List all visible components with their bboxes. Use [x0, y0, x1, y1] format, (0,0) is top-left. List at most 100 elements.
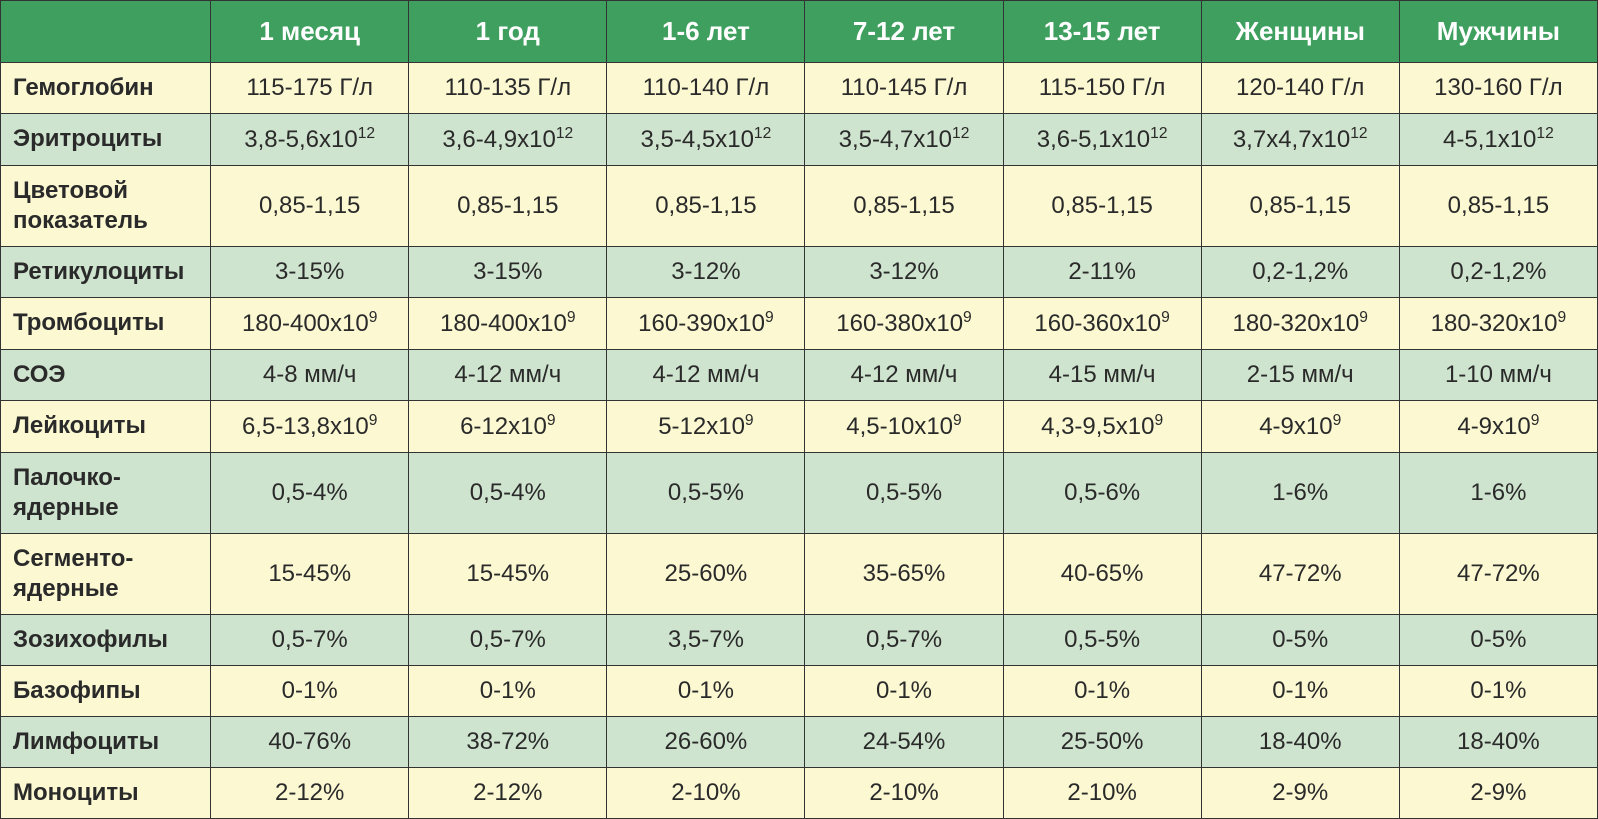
table-row: Сегменто-ядерные15-45%15-45%25-60%35-65%…	[1, 533, 1598, 614]
cell-value: 2-15 мм/ч	[1201, 349, 1399, 400]
cell-value: 2-10%	[607, 767, 805, 818]
cell-value: 47-72%	[1399, 533, 1597, 614]
header-col-5: 13-15 лет	[1003, 1, 1201, 63]
header-col-4: 7-12 лет	[805, 1, 1003, 63]
header-col-1: 1 месяц	[211, 1, 409, 63]
table-row: Эритроциты3,8-5,6x10123,6-4,9x1012 3,5-4,…	[1, 113, 1598, 165]
cell-value: 0,85-1,15	[1201, 165, 1399, 246]
row-label: Цветовой показатель	[1, 165, 211, 246]
cell-value: 0,85-1,15	[607, 165, 805, 246]
cell-value: 25-60%	[607, 533, 805, 614]
cell-value: 160-380x109	[805, 297, 1003, 349]
table-row: Зозихофилы0,5-7%0,5-7%3,5-7%0,5-7%0,5-5%…	[1, 614, 1598, 665]
cell-value: 3-15%	[409, 246, 607, 297]
cell-value: 4,5-10x109	[805, 400, 1003, 452]
row-label: Эритроциты	[1, 113, 211, 165]
cell-value: 15-45%	[211, 533, 409, 614]
cell-value: 3,5-4,7x1012	[805, 113, 1003, 165]
cell-value: 1-6%	[1201, 452, 1399, 533]
row-label: Сегменто-ядерные	[1, 533, 211, 614]
cell-value: 2-10%	[1003, 767, 1201, 818]
header-row: 1 месяц 1 год 1-6 лет 7-12 лет 13-15 лет…	[1, 1, 1598, 63]
cell-value: 3,6-4,9x1012	[409, 113, 607, 165]
table-row: Цветовой показатель0,85-1,150,85-1,150,8…	[1, 165, 1598, 246]
row-label: Лимфоциты	[1, 716, 211, 767]
cell-value: 4-12 мм/ч	[607, 349, 805, 400]
cell-value: 2-9%	[1399, 767, 1597, 818]
cell-value: 0-1%	[211, 665, 409, 716]
cell-value: 5-12x109	[607, 400, 805, 452]
cell-value: 3-12%	[607, 246, 805, 297]
cell-value: 0,85-1,15	[1003, 165, 1201, 246]
cell-value: 0-1%	[1201, 665, 1399, 716]
cell-value: 0,5-6%	[1003, 452, 1201, 533]
cell-value: 4-15 мм/ч	[1003, 349, 1201, 400]
cell-value: 120-140 Г/л	[1201, 62, 1399, 113]
cell-value: 3-12%	[805, 246, 1003, 297]
cell-value: 0,85-1,15	[1399, 165, 1597, 246]
cell-value: 15-45%	[409, 533, 607, 614]
cell-value: 0,5-4%	[211, 452, 409, 533]
cell-value: 0-5%	[1201, 614, 1399, 665]
cell-value: 1-6%	[1399, 452, 1597, 533]
header-col-6: Женщины	[1201, 1, 1399, 63]
cell-value: 2-12%	[211, 767, 409, 818]
blood-values-table: 1 месяц 1 год 1-6 лет 7-12 лет 13-15 лет…	[0, 0, 1598, 819]
table-row: Палочко-ядерные0,5-4%0,5-4%0,5-5%0,5-5%0…	[1, 452, 1598, 533]
cell-value: 180-320x109	[1201, 297, 1399, 349]
cell-value: 0,5-7%	[805, 614, 1003, 665]
cell-value: 40-76%	[211, 716, 409, 767]
table-row: Ретикулоциты3-15%3-15%3-12%3-12%2-11%0,2…	[1, 246, 1598, 297]
cell-value: 0-1%	[409, 665, 607, 716]
cell-value: 2-12%	[409, 767, 607, 818]
cell-value: 0,2-1,2%	[1399, 246, 1597, 297]
cell-value: 0,5-4%	[409, 452, 607, 533]
cell-value: 0-1%	[607, 665, 805, 716]
cell-value: 4-5,1x1012	[1399, 113, 1597, 165]
cell-value: 35-65%	[805, 533, 1003, 614]
cell-value: 0,85-1,15	[409, 165, 607, 246]
cell-value: 25-50%	[1003, 716, 1201, 767]
row-label: СОЭ	[1, 349, 211, 400]
header-col-3: 1-6 лет	[607, 1, 805, 63]
table-row: Лейкоциты6,5-13,8x1096-12x1095-12x1094,5…	[1, 400, 1598, 452]
cell-value: 115-150 Г/л	[1003, 62, 1201, 113]
table-body: Гемоглобин115-175 Г/л110-135 Г/л110-140 …	[1, 62, 1598, 818]
table-row: Лимфоциты40-76%38-72%26-60%24-54%25-50%1…	[1, 716, 1598, 767]
cell-value: 6,5-13,8x109	[211, 400, 409, 452]
cell-value: 3,8-5,6x1012	[211, 113, 409, 165]
row-label: Гемоглобин	[1, 62, 211, 113]
cell-value: 180-400x109	[211, 297, 409, 349]
table-row: Базофипы0-1%0-1%0-1%0-1%0-1%0-1%0-1%	[1, 665, 1598, 716]
cell-value: 26-60%	[607, 716, 805, 767]
row-label: Базофипы	[1, 665, 211, 716]
cell-value: 38-72%	[409, 716, 607, 767]
cell-value: 18-40%	[1399, 716, 1597, 767]
row-label: Ретикулоциты	[1, 246, 211, 297]
cell-value: 4,3-9,5x109	[1003, 400, 1201, 452]
table-row: Тромбоциты180-400x109180-400x109160-390x…	[1, 297, 1598, 349]
cell-value: 4-12 мм/ч	[805, 349, 1003, 400]
cell-value: 110-145 Г/л	[805, 62, 1003, 113]
cell-value: 18-40%	[1201, 716, 1399, 767]
cell-value: 0-1%	[1003, 665, 1201, 716]
cell-value: 4-9x109	[1399, 400, 1597, 452]
cell-value: 130-160 Г/л	[1399, 62, 1597, 113]
cell-value: 3-15%	[211, 246, 409, 297]
cell-value: 3,6-5,1x1012	[1003, 113, 1201, 165]
cell-value: 47-72%	[1201, 533, 1399, 614]
table-row: Гемоглобин115-175 Г/л110-135 Г/л110-140 …	[1, 62, 1598, 113]
row-label: Тромбоциты	[1, 297, 211, 349]
cell-value: 0,2-1,2%	[1201, 246, 1399, 297]
cell-value: 0,5-5%	[1003, 614, 1201, 665]
cell-value: 110-140 Г/л	[607, 62, 805, 113]
row-label: Моноциты	[1, 767, 211, 818]
cell-value: 160-360x109	[1003, 297, 1201, 349]
row-label: Зозихофилы	[1, 614, 211, 665]
cell-value: 0-5%	[1399, 614, 1597, 665]
cell-value: 1-10 мм/ч	[1399, 349, 1597, 400]
cell-value: 6-12x109	[409, 400, 607, 452]
cell-value: 160-390x109	[607, 297, 805, 349]
cell-value: 180-320x109	[1399, 297, 1597, 349]
header-blank	[1, 1, 211, 63]
